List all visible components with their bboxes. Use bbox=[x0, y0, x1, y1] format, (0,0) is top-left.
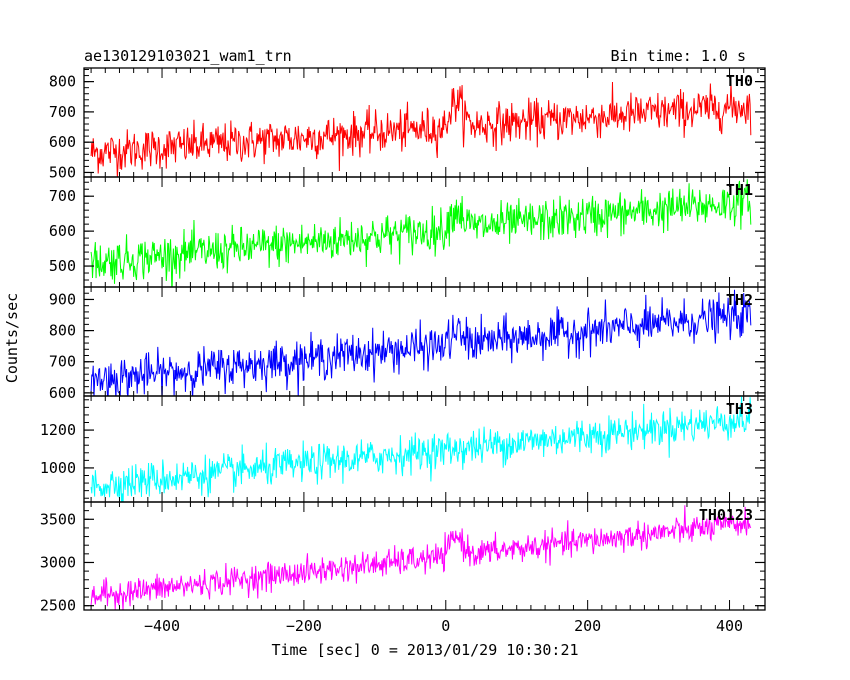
panel-th1: 500 600 700 TH1 bbox=[49, 176, 766, 288]
y-tick-label: 600 bbox=[49, 384, 76, 402]
panel-frame bbox=[83, 176, 766, 288]
x-tick-label: −400 bbox=[144, 617, 180, 635]
y-tick-label: 800 bbox=[49, 322, 76, 340]
chart-title: ae130129103021_wam1_trn bbox=[84, 47, 292, 65]
panels-group: 500 600 700 800 TH0 500 600 700 TH1 600 700 800 900 T… bbox=[40, 67, 766, 615]
series-name-th1: TH1 bbox=[726, 181, 753, 199]
y-tick-label: 700 bbox=[49, 187, 76, 205]
x-tick-label: 0 bbox=[441, 617, 450, 635]
y-tick-label: 500 bbox=[49, 257, 76, 275]
x-axis: −400 −200 0 200 400 bbox=[144, 617, 743, 635]
series-name-th2: TH2 bbox=[726, 291, 753, 309]
series-line-th1 bbox=[90, 179, 752, 287]
y-tick-label: 1000 bbox=[40, 459, 76, 477]
x-tick-label: −200 bbox=[286, 617, 322, 635]
series-line-th3 bbox=[90, 396, 752, 502]
panel-th0: 500 600 700 800 TH0 bbox=[49, 67, 766, 181]
y-tick-label: 700 bbox=[49, 353, 76, 371]
series-line-th0 bbox=[90, 81, 752, 177]
panel-th2: 600 700 800 900 TH2 bbox=[49, 286, 766, 402]
y-tick-label: 2500 bbox=[40, 597, 76, 615]
y-tick-label: 3500 bbox=[40, 510, 76, 528]
y-tick-label: 600 bbox=[49, 222, 76, 240]
y-axis-label: Counts/sec bbox=[3, 293, 21, 383]
y-tick-label: 800 bbox=[49, 73, 76, 91]
series-line-th0123 bbox=[90, 505, 752, 610]
y-tick-label: 500 bbox=[49, 163, 76, 181]
y-tick-label: 600 bbox=[49, 133, 76, 151]
panel-th0123: 2500 3000 3500 TH0123 bbox=[40, 501, 766, 615]
y-tick-label: 1200 bbox=[40, 421, 76, 439]
bin-time-label: Bin time: 1.0 s bbox=[611, 47, 746, 65]
x-tick-label: 400 bbox=[716, 617, 743, 635]
panel-frame bbox=[83, 501, 766, 611]
y-tick-label: 700 bbox=[49, 103, 76, 121]
series-name-th3: TH3 bbox=[726, 400, 753, 418]
x-tick-label: 200 bbox=[574, 617, 601, 635]
panel-th3: 1000 1200 TH3 bbox=[40, 395, 766, 503]
series-name-th0: TH0 bbox=[726, 72, 753, 90]
series-name-th0123: TH0123 bbox=[699, 506, 753, 524]
y-tick-label: 900 bbox=[49, 290, 76, 308]
y-tick-label: 3000 bbox=[40, 553, 76, 571]
x-axis-label: Time [sec] 0 = 2013/01/29 10:30:21 bbox=[271, 641, 578, 659]
series-line-th2 bbox=[90, 289, 752, 396]
